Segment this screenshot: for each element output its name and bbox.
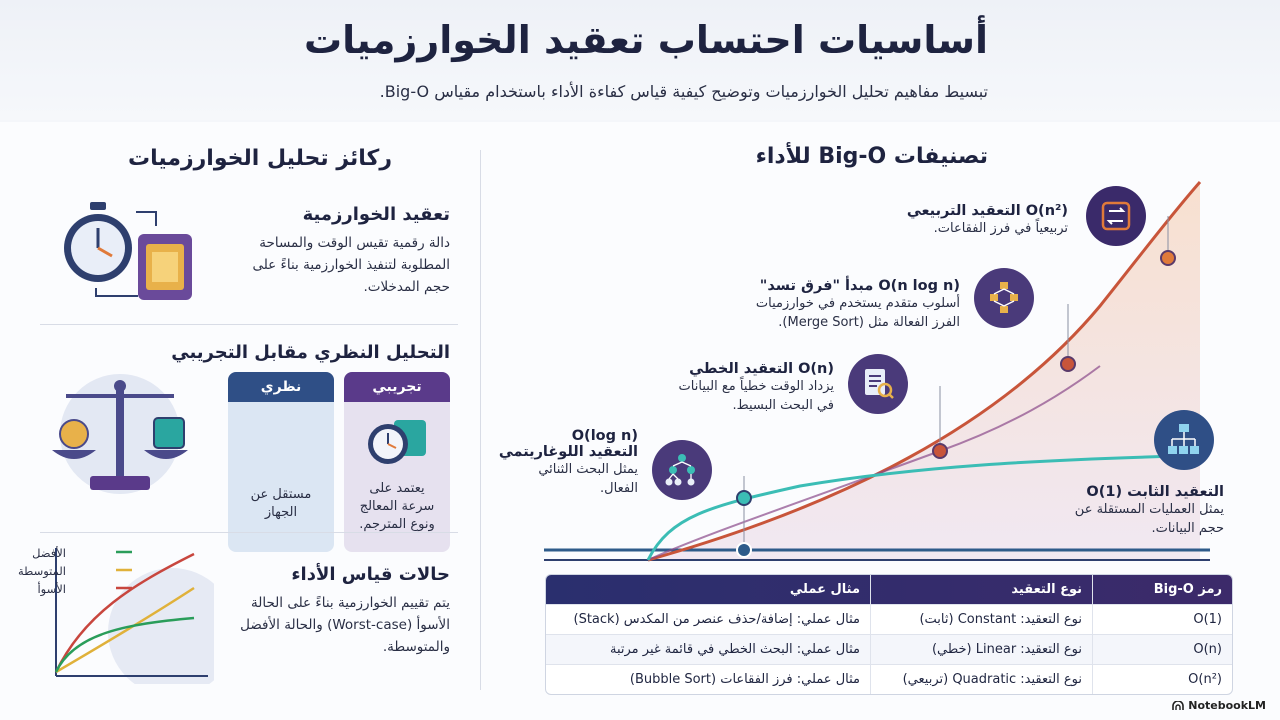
constant-title: التعقيد الثابت O(1) [1086,484,1224,500]
cases-title: حالات قياس الأداء [291,564,450,585]
log-curve [646,454,1181,561]
constant-label: التعقيد الثابت O(1) يمثل العمليات المستق… [1075,484,1224,538]
cell-example: مثال عملي: إضافة/حذف عنصر من المكدس (Sta… [573,612,861,627]
nlogn-desc: أسلوب متقدم يستخدم في خوارزميات [755,296,960,311]
complexity-title: تعقيد الخوارزمية [302,204,450,225]
complexity-desc: دالة رقمية تقيس الوقت والمساحة المطلوبة … [210,232,450,298]
nlogn-desc: الفرز الفعالة مثل (Merge Sort). [778,315,960,330]
log-desc: الفعال. [600,481,638,496]
column-divider [480,150,481,690]
merge-diagram-icon [974,268,1034,328]
complexity-desc-line: دالة رقمية تقيس الوقت والمساحة [259,235,450,251]
cases-desc-line: يتم تقييم الخوارزمية بناءً على الحالة [251,595,450,611]
cases-chart [54,548,214,684]
theoretical-text: مستقل عن الجهاز [228,402,334,552]
cases-desc-line: والمتوسطة. [382,639,450,655]
theoretical-line: الجهاز [264,505,298,520]
stopwatch-chip-icon [64,202,192,300]
cell-symbol: O(1) [1092,605,1232,634]
legend-worst: الأسوأ [37,582,66,596]
linear-title: O(n) التعقيد الخطي [689,361,834,377]
log-title: التعقيد اللوغاريتمي [498,444,638,460]
cell-type: نوع التعقيد: Constant (ثابت) [870,605,1092,634]
cases-desc-line: الأسوأ (Worst-case) والحالة الأفضل [240,617,450,633]
notebooklm-logo-icon [1172,700,1185,710]
nlogn-point [1060,356,1076,372]
hierarchy-icon [1154,410,1214,470]
brand-watermark: NotebookLM [1172,699,1266,712]
cell-example: مثال عملي: البحث الخطي في قائمة غير مرتب… [610,642,860,657]
linear-desc: في البحث البسيط. [732,398,834,413]
empirical-label: تجريبي [344,372,450,402]
linear-desc: يزداد الوقت خطياً مع البيانات [678,379,834,394]
refresh-square-icon [1086,186,1146,246]
log-label: O(log n) التعقيد اللوغاريتمي يمثل البحث … [499,428,638,498]
log-point [736,490,752,506]
theoretical-label: نظري [228,372,334,402]
header-type: نوع التعقيد [870,575,1092,604]
legend-best: الأفضل [32,546,66,560]
page-subtitle: تبسيط مفاهيم تحليل الخوارزميات وتوضيح كي… [379,82,988,101]
constant-desc: حجم البيانات. [1151,521,1224,536]
cases-legend: الأفضل المتوسطة الأسوأ [18,544,66,598]
constant-point [736,542,752,558]
quadratic-curve [647,181,1202,562]
binary-tree-icon [652,440,712,500]
header-example: مثال عملي [789,582,860,597]
cell-symbol: O(n²) [1092,665,1232,694]
theoretical-line: مستقل عن [250,487,312,502]
left-heading: ركائز تحليل الخوارزميات [128,146,392,171]
bigo-curves-chart [544,181,1210,562]
quadratic-point [1160,250,1176,266]
brand-label: NotebookLM [1188,699,1266,712]
balance-scale-icon [52,374,188,494]
linear-label: O(n) التعقيد الخطي يزداد الوقت خطياً مع … [679,361,834,415]
header-symbol: رمز Big-O [1092,575,1232,604]
cell-example: مثال عملي: فرز الفقاعات (Bubble Sort) [629,672,860,687]
cell-symbol: O(n) [1092,635,1232,664]
cases-desc: يتم تقييم الخوارزمية بناءً على الحالة ال… [210,592,450,658]
table-row: O(n²) نوع التعقيد: Quadratic (تربيعي) مث… [546,664,1232,694]
document-search-icon [848,354,908,414]
table-row: O(1) نوع التعقيد: Constant (ثابت) مثال ع… [546,604,1232,634]
nlogn-label: O(n log n) مبدأ "فرق تسد" أسلوب متقدم يس… [756,278,960,332]
empirical-line: ونوع المترجم. [359,517,435,532]
page-title: أساسيات احتساب تعقيد الخوارزميات [303,18,988,62]
cell-type: نوع التعقيد: Quadratic (تربيعي) [870,665,1092,694]
quadratic-title: O(n²) التعقيد التربيعي [906,203,1068,219]
growth-area [648,182,1200,560]
nlogn-title: O(n log n) مبدأ "فرق تسد" [759,278,960,294]
empirical-line: يعتمد على [369,481,425,496]
constant-desc: يمثل العمليات المستقلة عن [1074,502,1224,517]
complexity-table: رمز Big-O نوع التعقيد مثال عملي O(1) نوع… [545,574,1233,695]
linear-point [932,443,948,459]
theory-title: التحليل النظري مقابل التجريبي [171,342,450,363]
quadratic-label: O(n²) التعقيد التربيعي تربيعياً في فرز ا… [907,203,1068,238]
log-desc: يمثل البحث الثنائي [538,462,638,477]
cell-type: نوع التعقيد: Linear (خطي) [870,635,1092,664]
header-band [0,0,1280,120]
quadratic-desc: تربيعياً في فرز الفقاعات. [933,221,1068,236]
empirical-line: سرعة المعالج [359,499,435,514]
stopwatch-icon [368,420,426,464]
theoretical-card: نظري مستقل عن الجهاز [228,372,334,552]
log-title: O(log n) [571,428,638,444]
right-heading: تصنيفات Big-O للأداء [755,144,988,169]
section-divider [40,532,458,533]
legend-average: المتوسطة [18,564,66,578]
table-row: O(n) نوع التعقيد: Linear (خطي) مثال عملي… [546,634,1232,664]
complexity-desc-line: المطلوبة لتنفيذ الخوارزمية بناءً على [252,257,450,273]
section-divider [40,324,458,325]
linear-curve [647,365,1101,561]
empirical-text: يعتمد على سرعة المعالج ونوع المترجم. [344,402,450,552]
table-header: رمز Big-O نوع التعقيد مثال عملي [546,575,1232,604]
empirical-card: تجريبي يعتمد على سرعة المعالج ونوع المتر… [344,372,450,552]
complexity-desc-line: حجم المدخلات. [363,279,451,295]
